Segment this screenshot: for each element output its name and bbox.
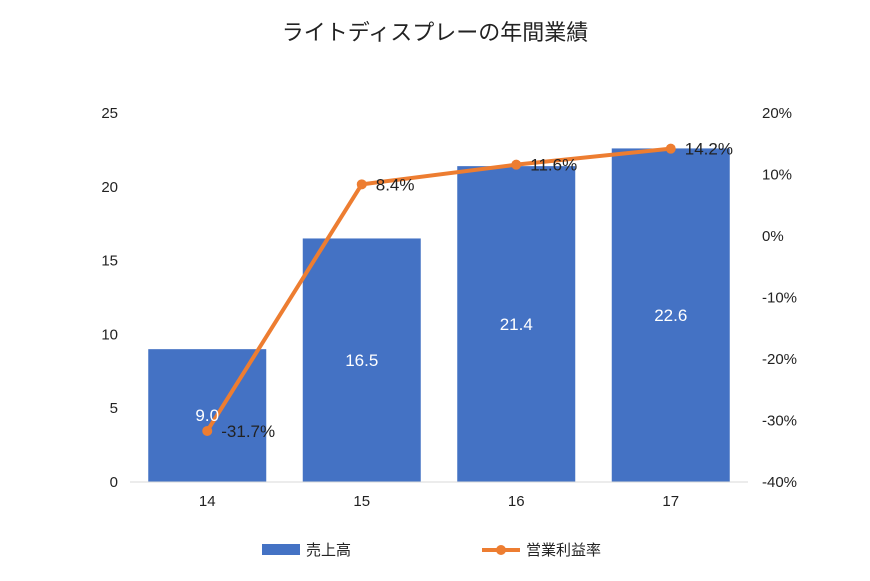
line-series-operating-margin [205,146,671,433]
right-tick-label: 20% [762,105,792,122]
bar-data-label: 16.5 [345,351,378,370]
left-axis-ticks: 0 5 10 15 20 25 [101,105,118,491]
right-tick-label: -10% [762,290,797,307]
right-axis-ticks: -40% -30% -20% -10% 0% 10% 20% [762,105,797,491]
line-data-label: -31.7% [221,422,275,441]
bar-data-label: 21.4 [500,315,533,334]
bar-15 [302,238,421,482]
bars-layer [148,148,730,483]
left-tick-label: 15 [101,253,118,270]
legend-swatch-sales [262,544,300,555]
legend-swatch-margin-point [496,545,506,555]
line-data-label: 11.6% [530,156,577,175]
right-tick-label: -30% [762,413,797,430]
line-point-16 [511,159,522,170]
line-point-14 [202,425,213,436]
x-tick-label: 16 [508,493,525,510]
data-labels-layer: 9.0 16.5 21.4 22.6 -31.7% 8.4% 11.6% 14.2% [195,140,733,441]
x-tick-label: 15 [353,493,370,510]
bar-17 [611,148,730,482]
line-point-15 [356,179,367,190]
x-tick-label: 17 [662,493,679,510]
right-tick-label: 10% [762,167,792,184]
line-data-label: 8.4% [376,175,415,194]
left-tick-label: 25 [101,105,118,122]
left-tick-label: 20 [101,179,118,196]
right-tick-label: -20% [762,351,797,368]
left-tick-label: 10 [101,326,118,343]
right-tick-label: 0% [762,228,784,245]
line-data-label: 14.2% [685,140,733,159]
right-tick-label: -40% [762,474,797,491]
legend-label-margin: 営業利益率 [526,541,601,559]
legend: 売上高 営業利益率 [262,541,601,559]
legend-label-sales: 売上高 [306,541,351,559]
bar-data-label: 9.0 [195,406,219,425]
chart-title: ライトディスプレーの年間業績 [282,21,588,46]
bar-data-label: 22.6 [654,306,687,325]
bar-16 [457,166,576,483]
x-tick-label: 14 [199,493,216,510]
x-axis-ticks: 14 15 16 17 [199,493,679,510]
line-layer [202,143,676,436]
left-tick-label: 0 [110,474,118,491]
left-tick-label: 5 [110,400,118,417]
line-point-17 [665,143,676,154]
